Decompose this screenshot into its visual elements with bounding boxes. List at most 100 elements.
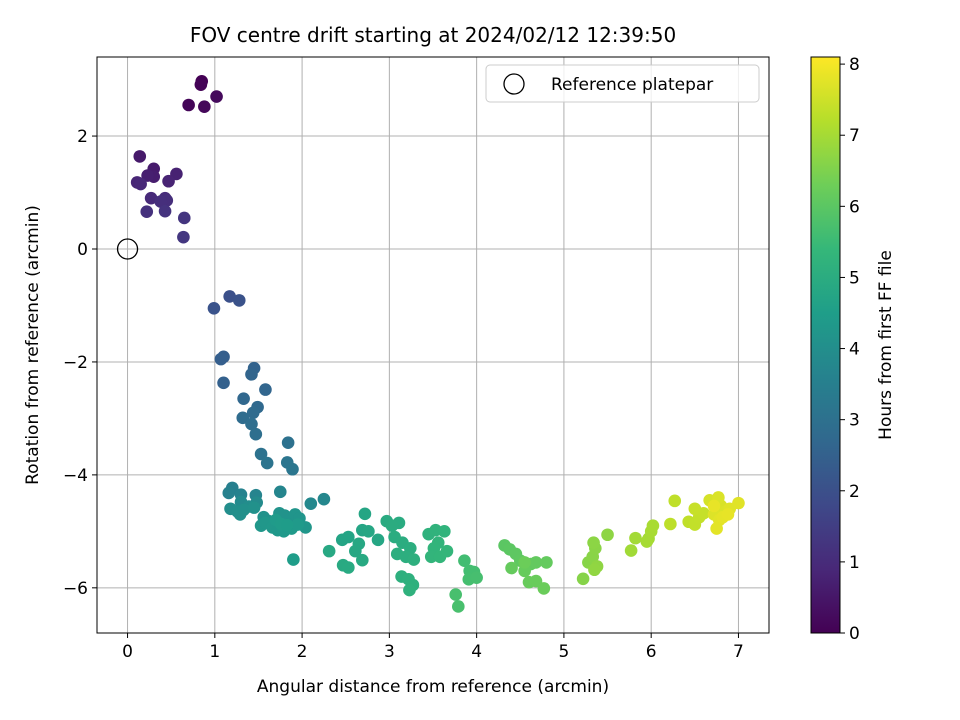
data-point xyxy=(732,496,745,510)
plot-border xyxy=(96,56,770,634)
data-point xyxy=(587,536,600,549)
colorbar-tick-label: 1 xyxy=(849,553,860,573)
data-point xyxy=(601,528,614,542)
data-point xyxy=(133,150,147,163)
data-point xyxy=(317,492,331,506)
x-tick-label: 6 xyxy=(646,642,657,662)
data-point xyxy=(177,211,191,225)
x-tick-label: 4 xyxy=(471,642,482,662)
data-point xyxy=(424,550,438,564)
data-point xyxy=(349,544,362,558)
data-point xyxy=(246,406,260,420)
data-point xyxy=(210,90,223,103)
data-point xyxy=(458,554,471,568)
data-point xyxy=(358,507,372,521)
data-point xyxy=(194,78,208,91)
colorbar-axis: 0 1 2 3 4 5 6 7 8 xyxy=(840,55,860,644)
data-point xyxy=(385,519,399,533)
data-point xyxy=(222,486,236,500)
data-point xyxy=(529,574,543,588)
data-point xyxy=(260,456,274,470)
data-point xyxy=(286,462,299,476)
colorbar-tick-label: 6 xyxy=(849,197,860,217)
data-point xyxy=(237,392,250,405)
x-axis-label: Angular distance from reference (arcmin) xyxy=(257,677,609,697)
data-point xyxy=(438,525,451,538)
colorbar xyxy=(810,56,841,634)
data-point xyxy=(254,447,268,461)
colorbar-tick-label: 2 xyxy=(849,482,860,502)
y-axis: −6 −4 −2 0 2 xyxy=(63,127,97,599)
data-point xyxy=(273,485,287,499)
x-tick-label: 1 xyxy=(209,642,220,662)
colorbar-tick-label: 8 xyxy=(849,55,860,75)
data-point xyxy=(144,191,158,205)
data-point xyxy=(177,230,190,244)
data-point xyxy=(158,204,172,218)
colorbar-tick-label: 3 xyxy=(849,411,860,431)
data-point xyxy=(198,100,211,113)
data-point xyxy=(249,427,263,441)
colorbar-tick-label: 5 xyxy=(849,268,860,288)
scatter-points xyxy=(116,74,745,613)
data-point xyxy=(540,556,553,569)
legend-label-reference: Reference platepar xyxy=(551,75,713,95)
data-point xyxy=(141,169,154,182)
colorbar-gradient xyxy=(810,56,841,634)
data-point xyxy=(232,294,246,307)
data-point xyxy=(646,519,660,533)
data-point xyxy=(449,588,462,601)
data-point xyxy=(403,583,416,597)
data-point xyxy=(505,561,518,575)
legend-box xyxy=(485,64,760,103)
data-point xyxy=(342,530,355,544)
data-point xyxy=(362,525,375,538)
x-axis: 0 1 2 3 4 5 6 7 xyxy=(122,633,744,662)
data-point xyxy=(629,531,642,545)
legend: Reference platepar xyxy=(485,64,760,103)
data-point xyxy=(452,600,465,613)
y-tick-label: 0 xyxy=(77,240,88,260)
y-tick-label: −6 xyxy=(63,579,88,599)
data-point xyxy=(281,436,295,449)
data-point xyxy=(518,556,531,569)
data-point xyxy=(721,508,735,521)
data-point xyxy=(529,556,543,569)
colorbar-tick-label: 7 xyxy=(849,126,860,146)
data-point xyxy=(162,174,175,188)
data-point xyxy=(440,544,454,558)
data-point xyxy=(182,98,195,112)
x-tick-label: 2 xyxy=(297,642,308,662)
data-point xyxy=(588,563,601,577)
reference-marker xyxy=(116,238,139,260)
data-point xyxy=(640,535,654,548)
data-point xyxy=(207,301,221,315)
data-point xyxy=(342,561,355,574)
data-point xyxy=(287,553,300,566)
data-point xyxy=(371,533,385,547)
data-point xyxy=(170,167,183,181)
data-point xyxy=(537,582,551,595)
data-point xyxy=(576,572,590,586)
colorbar-label: Hours from first FF file xyxy=(876,250,896,440)
data-point xyxy=(280,518,294,532)
data-point xyxy=(140,205,154,219)
data-point xyxy=(624,544,638,557)
x-tick-label: 3 xyxy=(384,642,395,662)
data-point xyxy=(470,571,483,584)
data-point xyxy=(223,290,236,303)
data-point xyxy=(707,499,721,513)
chart-title: FOV centre drift starting at 2024/02/12 … xyxy=(190,23,676,47)
data-point xyxy=(134,177,147,191)
y-tick-label: −2 xyxy=(63,353,88,373)
x-tick-label: 0 xyxy=(122,642,133,662)
data-point xyxy=(356,553,369,567)
data-point xyxy=(688,502,702,516)
data-point xyxy=(668,494,682,508)
data-point xyxy=(291,518,305,531)
data-point xyxy=(322,544,336,558)
data-point xyxy=(664,517,677,531)
data-point xyxy=(154,195,168,208)
data-point xyxy=(214,352,228,366)
